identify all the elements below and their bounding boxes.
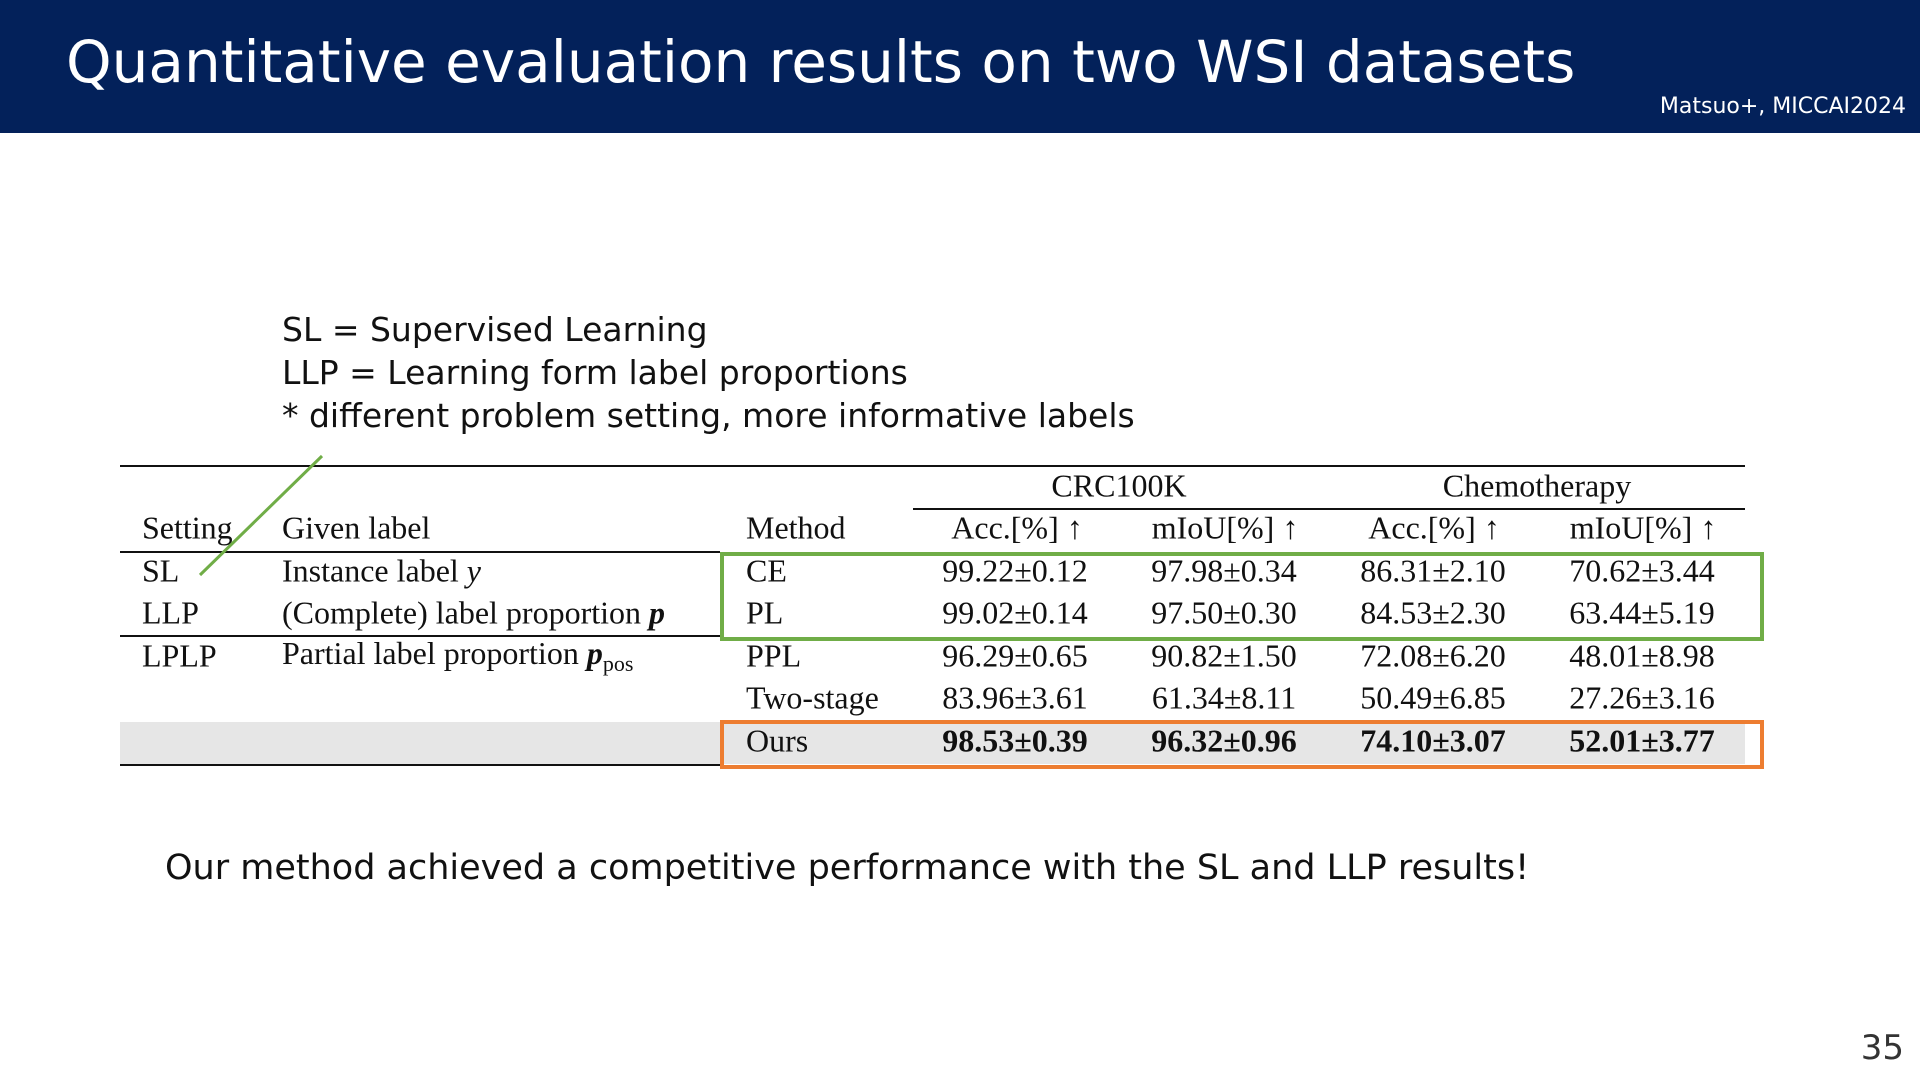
cell-value: 27.26±3.16	[1569, 679, 1715, 716]
ours-highlight-box	[720, 720, 1764, 769]
row-method: Two-stage	[746, 679, 879, 716]
group-rule	[913, 508, 1745, 510]
given-text: Instance label	[282, 552, 459, 589]
cell-value: 96.29±0.65	[942, 637, 1088, 674]
given-text: Partial label proportion	[282, 634, 579, 671]
row-method: PL	[746, 594, 784, 631]
cell-value: 48.01±8.98	[1569, 637, 1715, 674]
given-subscript: pos	[602, 651, 634, 677]
sl-llp-highlight-box	[720, 552, 1764, 641]
bottom-rule	[120, 764, 720, 766]
note-asterisk: * different problem setting, more inform…	[282, 396, 1135, 435]
cell-value: 83.96±3.61	[942, 679, 1088, 716]
col-header-crc-miou: mIoU[%] ↑	[1151, 509, 1299, 546]
cell-value: 50.49±6.85	[1360, 679, 1506, 716]
given-text: (Complete) label proportion	[282, 594, 642, 631]
cell-value: 90.82±1.50	[1151, 637, 1297, 674]
cell-value: 84.53±2.30	[1360, 594, 1506, 631]
cell-value-ours: 52.01±3.77	[1569, 722, 1715, 759]
cell-value: 72.08±6.20	[1360, 637, 1506, 674]
col-header-chemo-acc: Acc.[%] ↑	[1368, 509, 1500, 546]
group-header-crc100k: CRC100K	[1051, 467, 1187, 504]
cell-value: 99.22±0.12	[942, 552, 1088, 589]
ours-row-background	[120, 722, 1745, 764]
cell-value-ours: 74.10±3.07	[1360, 722, 1506, 759]
col-header-crc-acc: Acc.[%] ↑	[951, 509, 1083, 546]
cell-value: 70.62±3.44	[1569, 552, 1715, 589]
row-given-label: Instance label y	[282, 553, 481, 590]
note-sl: SL = Supervised Learning	[282, 310, 708, 349]
cell-value: 99.02±0.14	[942, 594, 1088, 631]
col-header-setting: Setting	[142, 509, 233, 546]
conclusion-text: Our method achieved a competitive perfor…	[165, 848, 1530, 888]
given-symbol: p	[586, 634, 603, 671]
title-bar: Quantitative evaluation results on two W…	[0, 0, 1920, 133]
top-rule	[120, 465, 1745, 467]
cell-value-ours: 98.53±0.39	[942, 722, 1088, 759]
row-setting: LLP	[142, 594, 199, 631]
row-setting: LPLP	[142, 637, 217, 674]
cell-value: 61.34±8.11	[1151, 679, 1297, 716]
cell-value: 63.44±5.19	[1569, 594, 1715, 631]
col-header-chemo-miou: mIoU[%] ↑	[1569, 509, 1717, 546]
citation: Matsuo+, MICCAI2024	[1659, 94, 1906, 119]
group-header-chemotherapy: Chemotherapy	[1442, 467, 1632, 504]
slide-title: Quantitative evaluation results on two W…	[66, 28, 1576, 96]
cell-value: 97.98±0.34	[1151, 552, 1297, 589]
row-given-label: Partial label proportion ppos	[282, 635, 633, 677]
green-diagonal-line	[198, 454, 324, 577]
page-number: 35	[1860, 1028, 1904, 1068]
row-method: PPL	[746, 637, 802, 674]
col-header-method: Method	[746, 509, 846, 546]
header-rule	[120, 551, 720, 553]
cell-value: 86.31±2.10	[1360, 552, 1506, 589]
given-symbol: y	[466, 552, 481, 589]
row-setting: SL	[142, 552, 180, 589]
cell-value: 97.50±0.30	[1151, 594, 1297, 631]
note-llp: LLP = Learning form label proportions	[282, 353, 908, 392]
given-symbol: p	[649, 594, 666, 631]
col-header-given-label: Given label	[282, 509, 431, 546]
notes: SL = Supervised Learning LLP = Learning …	[282, 308, 1135, 437]
cell-value-ours: 96.32±0.96	[1151, 722, 1297, 759]
row-method: CE	[746, 552, 787, 589]
group-divider-rule	[120, 635, 720, 637]
row-given-label: (Complete) label proportion p	[282, 595, 665, 632]
row-method-ours: Ours	[746, 722, 809, 759]
